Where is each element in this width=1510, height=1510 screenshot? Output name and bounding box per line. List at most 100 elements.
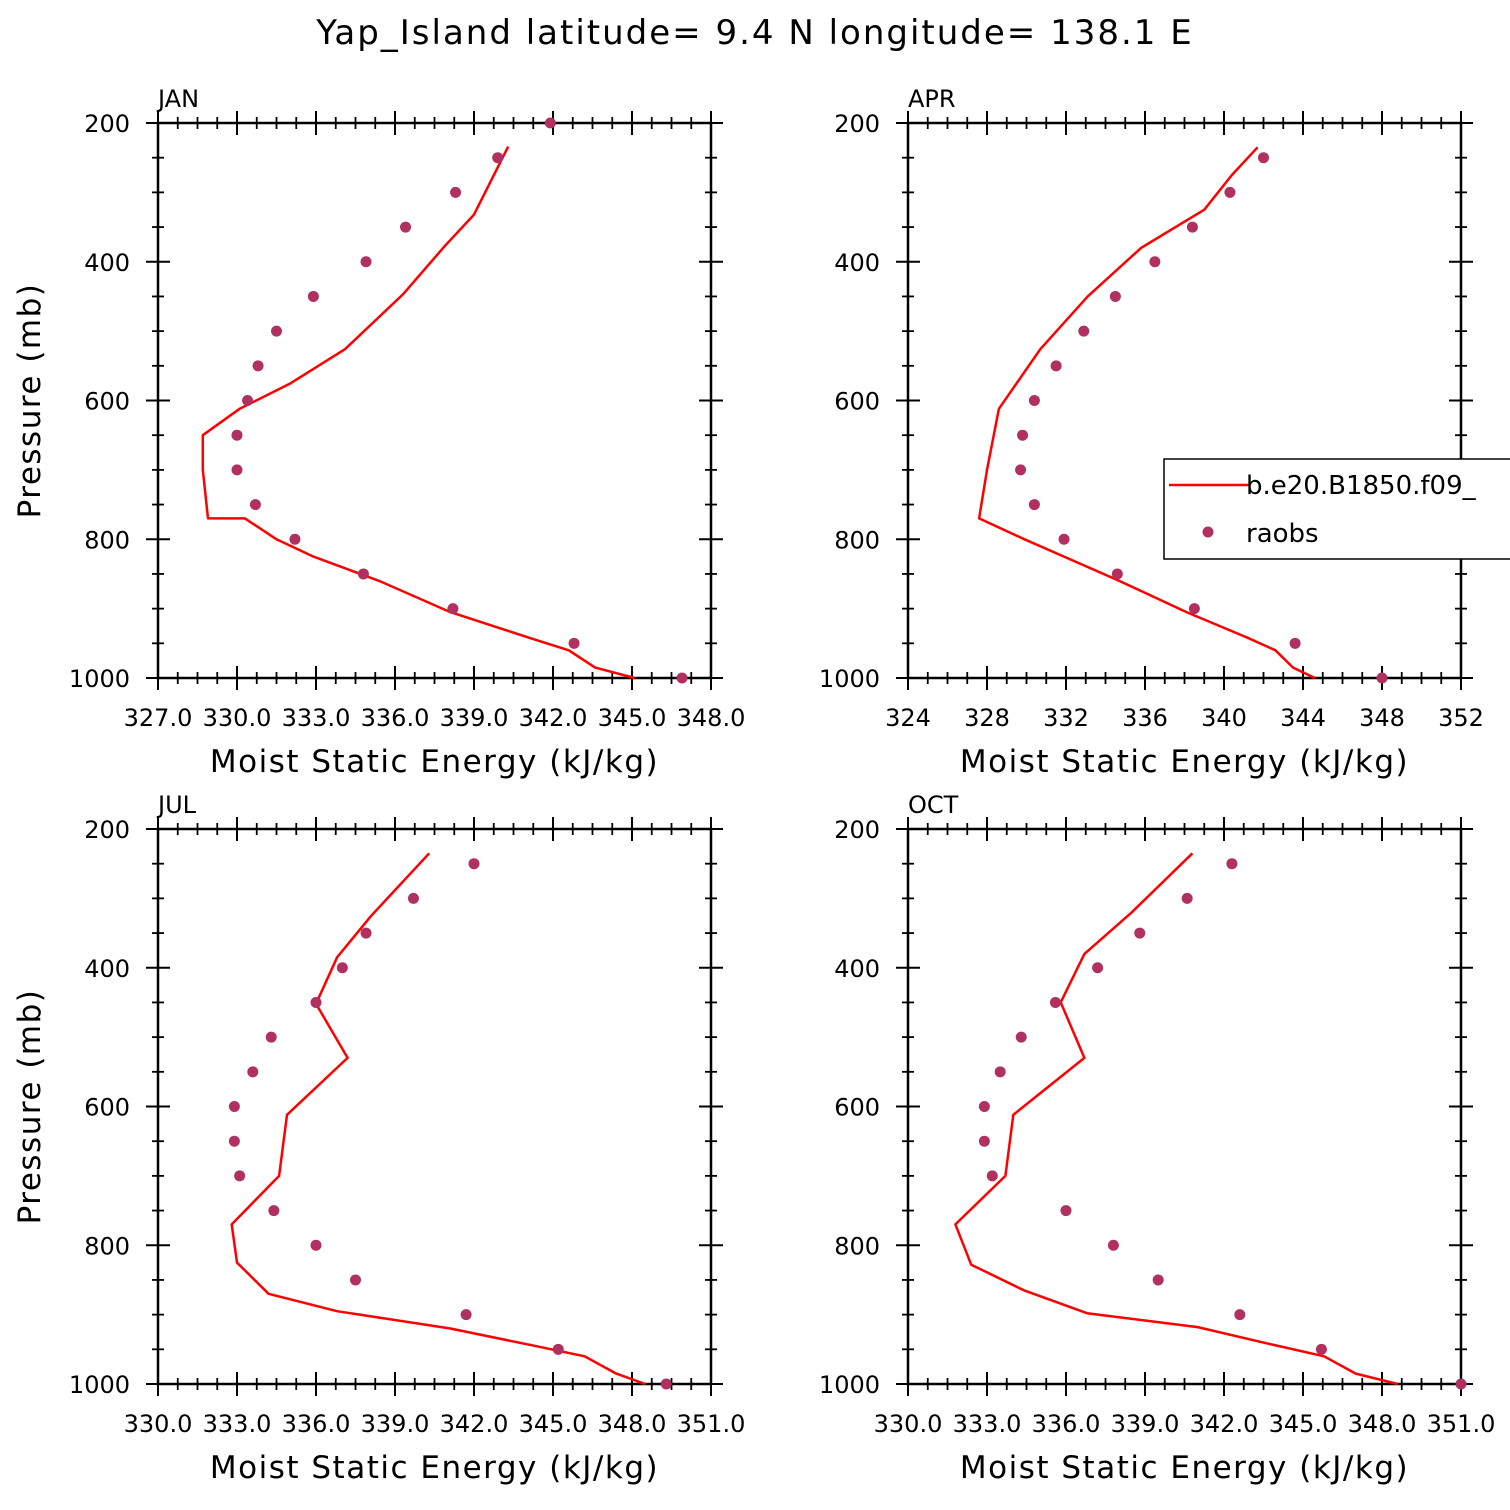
raobs-point: [568, 637, 580, 649]
x-tick-label: 330.0: [124, 1410, 193, 1438]
raobs-point: [1015, 1031, 1027, 1043]
x-tick-label: 333.0: [282, 704, 351, 732]
raobs-point: [268, 1205, 280, 1217]
panels: JAN 200 400 600 800 1000 327.0 330.0 333.0 336.0 3…: [12, 85, 1510, 1486]
raobs-point: [307, 290, 319, 302]
y-tick-label: 600: [84, 1094, 130, 1122]
raobs-point: [1186, 221, 1198, 233]
panel-label: JAN: [156, 85, 199, 113]
y-tick-label: 1000: [819, 1371, 880, 1399]
x-tick-label: 342.0: [1190, 1410, 1259, 1438]
raobs-point: [1258, 152, 1269, 164]
panel-label: APR: [908, 85, 956, 113]
x-tick-label: 342.0: [440, 1410, 509, 1438]
x-tick-label: 328: [964, 704, 1010, 732]
panel-oct: OCT 200 400 600 800 1000 330.0 333.0 336.0 339.0 3…: [819, 791, 1495, 1486]
x-tick-label: 345.0: [598, 704, 667, 732]
raobs-point: [231, 429, 243, 441]
y-axis-label: Pressure (mb): [12, 989, 48, 1225]
panel-jul: JUL 200 400 600 800 1000 330.0 333.0 336.0 339.0 3…: [12, 791, 745, 1486]
legend-box: [1163, 458, 1510, 560]
raobs-point: [460, 1309, 472, 1321]
x-tick-label: 333.0: [203, 1410, 272, 1438]
y-tick-label: 400: [834, 249, 880, 277]
x-axis-label: Moist Static Energy (kJ/kg): [210, 1450, 659, 1486]
y-tick-label: 600: [834, 1094, 880, 1122]
raobs-point: [310, 996, 322, 1008]
x-tick-label: 351.0: [1427, 1410, 1496, 1438]
raobs-point: [1152, 1274, 1164, 1286]
x-tick-label: 339.0: [1111, 1410, 1180, 1438]
panel-label: JUL: [156, 791, 197, 819]
plot-frame: [156, 121, 713, 680]
raobs-point: [1028, 395, 1040, 406]
y-tick-label: 800: [84, 526, 130, 554]
x-tick-label: 333.0: [953, 1410, 1022, 1438]
raobs-point: [1315, 1343, 1327, 1355]
panel-label: OCT: [908, 791, 959, 819]
raobs-point: [1149, 256, 1161, 268]
raobs-point: [447, 603, 459, 615]
y-tick-label: 200: [84, 816, 130, 844]
raobs-point: [1017, 429, 1029, 441]
x-tick-label: 336.0: [282, 1410, 351, 1438]
x-tick-label: 324: [885, 704, 931, 732]
model-line: [201, 146, 635, 680]
x-tick-label: 348.0: [598, 1410, 667, 1438]
raobs-point: [234, 1170, 246, 1182]
legend-raobs-label: raobs: [1246, 519, 1319, 549]
raobs-point: [1078, 325, 1090, 337]
legend-model-label: b.e20.B1850.f09_: [1246, 471, 1477, 501]
y-tick-label: 1000: [69, 665, 130, 693]
raobs-point: [450, 186, 462, 198]
raobs-point: [1060, 1205, 1072, 1217]
raobs-point: [1050, 360, 1062, 372]
y-tick-label: 400: [84, 249, 130, 277]
model-line: [954, 852, 1399, 1386]
x-tick-label: 342.0: [519, 704, 588, 732]
x-tick-label: 348: [1359, 704, 1405, 732]
raobs-point: [492, 152, 504, 164]
raobs-point: [1058, 533, 1070, 545]
y-tick-label: 200: [84, 110, 130, 138]
raobs-point: [1188, 603, 1200, 615]
x-tick-label: 348.0: [1348, 1410, 1417, 1438]
y-tick-label: 800: [84, 1232, 130, 1260]
raobs-point: [1181, 892, 1193, 904]
y-tick-label: 400: [84, 955, 130, 983]
y-tick-label: 400: [834, 955, 880, 983]
x-tick-label: 345.0: [1269, 1410, 1338, 1438]
raobs-point: [978, 1135, 990, 1147]
x-tick-label: 352: [1438, 704, 1484, 732]
raobs-point: [994, 1066, 1006, 1078]
plot-frame: [156, 827, 713, 1386]
raobs-point: [1234, 1309, 1246, 1321]
y-tick-label: 600: [84, 388, 130, 416]
raobs-point: [252, 360, 264, 372]
raobs-point: [400, 221, 412, 233]
raobs-point: [552, 1343, 564, 1355]
x-tick-label: 344: [1280, 704, 1326, 732]
raobs-point: [407, 892, 419, 904]
x-tick-label: 340: [1201, 704, 1247, 732]
raobs-point: [1107, 1239, 1119, 1251]
y-tick-label: 800: [834, 526, 880, 554]
model-line: [230, 852, 646, 1386]
raobs-point: [265, 1031, 277, 1043]
model-line: [977, 146, 1316, 680]
y-axis-label: Pressure (mb): [12, 283, 48, 519]
figure-title: Yap_Island latitude= 9.4 N longitude= 13…: [315, 13, 1193, 53]
legend: b.e20.B1850.f09_raobs: [1163, 458, 1510, 560]
x-axis-label: Moist Static Energy (kJ/kg): [960, 744, 1409, 780]
y-tick-label: 200: [834, 110, 880, 138]
x-tick-label: 336.0: [1032, 1410, 1101, 1438]
raobs-point: [1049, 996, 1061, 1008]
raobs-point: [660, 1378, 672, 1390]
raobs-point: [360, 927, 372, 939]
raobs-point: [986, 1170, 998, 1182]
raobs-point: [228, 1101, 240, 1112]
raobs-point: [360, 256, 372, 268]
y-tick-label: 1000: [819, 665, 880, 693]
y-tick-label: 800: [834, 1232, 880, 1260]
